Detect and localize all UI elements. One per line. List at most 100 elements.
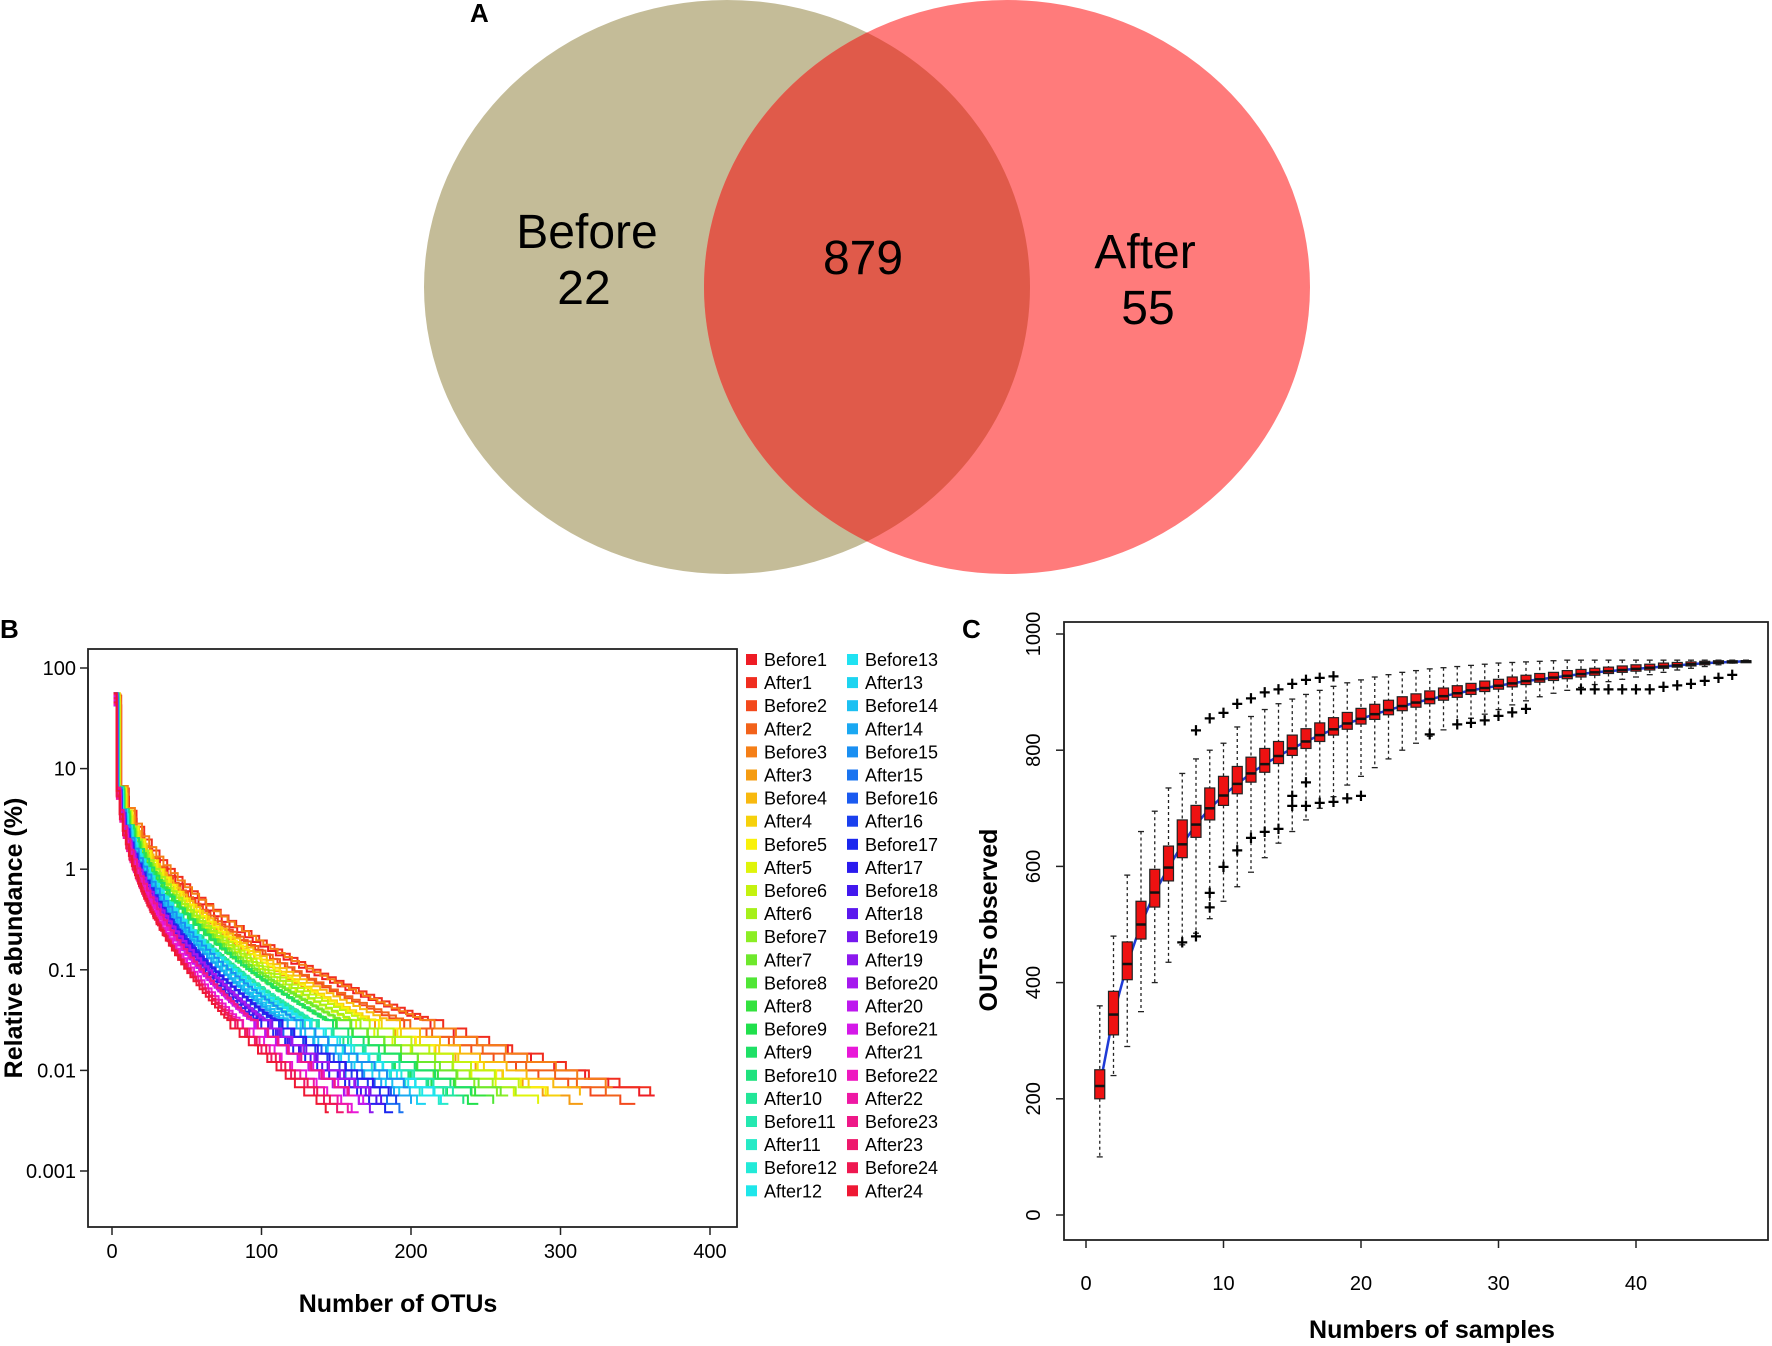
c-outlier: +: [1713, 668, 1725, 690]
b-legend-swatch: [847, 1046, 858, 1058]
b-legend-label: After2: [764, 719, 812, 739]
b-legend-swatch: [847, 1116, 858, 1127]
b-x-axis: 0 100 200 300 400: [106, 1227, 727, 1263]
c-outlier: +: [1259, 682, 1271, 704]
c-outlier: +: [1286, 795, 1298, 817]
c-y-tick-label: 400: [1023, 966, 1045, 999]
panel-c: C + ++++++ + +++ +++ + + +++ + + + + + + + + ++ + + + + + ++ + +…: [962, 612, 1769, 1344]
c-outlier: +: [1218, 856, 1230, 878]
c-box: [1094, 1069, 1106, 1100]
b-series-line: [113, 696, 408, 1089]
panel-b: B 0.001 0.01 0.1 1 10 100 0 100 200 300 400 Numbe…: [0, 614, 938, 1318]
b-legend-swatch: [847, 723, 858, 735]
c-x-tick-label: 0: [1080, 1273, 1091, 1295]
b-legend-label: Before22: [865, 1066, 938, 1086]
c-box: [1451, 685, 1463, 698]
b-legend-label: Before3: [764, 742, 827, 762]
b-legend-label: Before19: [865, 927, 938, 947]
b-x-tick-label: 0: [106, 1241, 117, 1263]
b-series-line: [113, 692, 472, 1096]
b-x-tick-label: 100: [245, 1241, 278, 1263]
b-legend-swatch: [847, 1139, 858, 1151]
b-legend-swatch: [746, 1092, 757, 1104]
b-legend-label: After8: [764, 997, 812, 1017]
c-outlier: +: [1465, 712, 1477, 734]
b-legend-swatch: [847, 954, 858, 966]
b-legend-swatch: [746, 861, 757, 873]
c-box: [1107, 990, 1120, 1036]
b-x-axis-title: Number of OTUs: [299, 1290, 498, 1318]
c-outlier: +: [1204, 897, 1216, 919]
c-outlier: +: [1699, 670, 1711, 692]
c-box: [1149, 868, 1161, 908]
b-legend-label: After12: [764, 1181, 822, 1201]
c-box: [1272, 740, 1285, 765]
b-legend-swatch: [847, 1185, 858, 1197]
panel-a: A Before 22 879 After 55: [424, 0, 1310, 574]
b-legend-label: Before15: [865, 742, 938, 762]
b-legend-label: Before13: [865, 650, 938, 670]
c-outlier: +: [1493, 705, 1505, 727]
c-box: [1479, 680, 1491, 693]
c-box: [1410, 693, 1422, 708]
c-outlier: +: [1286, 673, 1298, 695]
panel-b-label: B: [0, 614, 19, 644]
c-box: [1176, 819, 1188, 859]
c-y-tick-label: 800: [1023, 734, 1045, 767]
b-y-tick-label: 100: [43, 658, 76, 680]
c-outlier: +: [1424, 724, 1436, 746]
b-legend-label: Before16: [865, 789, 938, 809]
b-y-axis: 0.001 0.01 0.1 1 10 100: [26, 658, 89, 1183]
c-outlier: +: [1630, 679, 1642, 701]
b-legend-swatch: [746, 1069, 757, 1081]
c-x-axis-title: Numbers of samples: [1309, 1316, 1555, 1344]
c-outlier: +: [1190, 926, 1202, 948]
b-legend-label: Before9: [764, 1020, 827, 1040]
c-box: [1341, 711, 1353, 730]
b-y-tick-label: 0.01: [37, 1060, 76, 1082]
c-outlier: +: [1603, 679, 1615, 701]
b-legend-swatch: [746, 954, 757, 966]
b-legend-swatch: [746, 1139, 757, 1151]
panel-a-label: A: [470, 0, 489, 28]
b-y-tick-label: 10: [54, 759, 76, 781]
c-outlier: +: [1231, 694, 1243, 716]
c-box: [1314, 722, 1326, 743]
c-box: [1534, 672, 1546, 683]
c-box: [1355, 707, 1367, 725]
b-legend-label: Before5: [764, 835, 827, 855]
c-x-tick-label: 20: [1350, 1273, 1372, 1295]
b-legend-swatch: [847, 838, 858, 850]
b-y-tick-label: 1: [65, 859, 76, 881]
venn-after-count: 55: [1121, 282, 1174, 335]
b-legend-swatch: [847, 1000, 858, 1012]
c-outlier: +: [1685, 673, 1697, 695]
venn-after-name: After: [1094, 226, 1195, 279]
b-legend-label: Before12: [764, 1158, 837, 1178]
b-legend-swatch: [746, 654, 757, 665]
b-legend-label: Before23: [865, 1112, 938, 1132]
b-legend-swatch: [847, 746, 858, 758]
venn-overlap: [704, 32, 1031, 542]
b-legend-label: Before18: [865, 881, 938, 901]
c-y-tick-label: 1000: [1023, 612, 1045, 657]
c-box: [1121, 941, 1133, 981]
c-box: [1245, 756, 1257, 783]
c-y-tick-label: 0: [1023, 1209, 1045, 1220]
b-legend-label: After11: [764, 1135, 821, 1155]
c-outlier: +: [1245, 688, 1257, 710]
b-legend-swatch: [746, 746, 757, 758]
b-legend-swatch: [847, 1023, 858, 1035]
b-legend: Before1 After1 Before2 After2 Before3 After3 B…: [746, 650, 938, 1201]
b-legend-swatch: [746, 1162, 757, 1174]
b-legend-swatch: [746, 792, 757, 804]
b-legend-swatch: [847, 1162, 858, 1174]
b-legend-swatch: [746, 1023, 757, 1035]
b-legend-swatch: [847, 861, 858, 873]
b-x-tick-label: 300: [544, 1241, 577, 1263]
venn-overlap-count: 879: [823, 232, 903, 285]
b-legend-label: After22: [865, 1089, 923, 1109]
c-outlier: +: [1314, 668, 1326, 690]
b-legend-label: After15: [865, 766, 923, 786]
